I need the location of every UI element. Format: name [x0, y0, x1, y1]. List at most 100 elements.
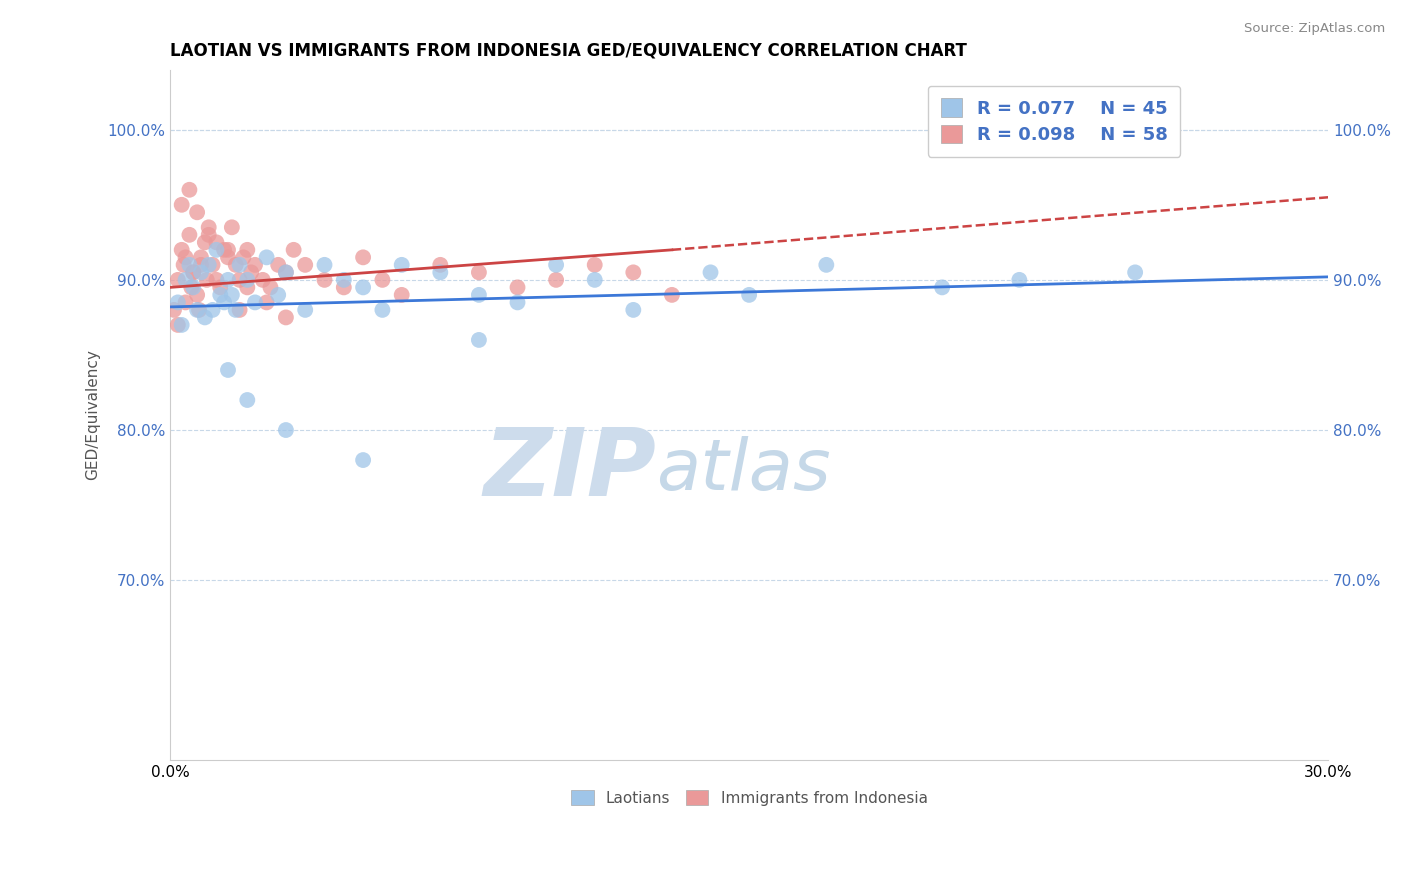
- Point: [621, 302, 644, 317]
- Text: ZIP: ZIP: [484, 425, 657, 516]
- Point: [194, 310, 217, 325]
- Point: [1008, 273, 1031, 287]
- Point: [391, 288, 413, 302]
- Point: [236, 243, 259, 257]
- Point: [228, 273, 250, 287]
- Point: [181, 280, 204, 294]
- Point: [197, 258, 219, 272]
- Point: [212, 243, 235, 257]
- Point: [236, 273, 259, 287]
- Point: [190, 251, 212, 265]
- Point: [228, 302, 250, 317]
- Point: [661, 288, 683, 302]
- Point: [221, 288, 243, 302]
- Point: [186, 302, 208, 317]
- Point: [170, 243, 193, 257]
- Point: [252, 273, 274, 287]
- Point: [179, 258, 201, 272]
- Point: [179, 183, 201, 197]
- Text: atlas: atlas: [657, 436, 831, 505]
- Point: [163, 302, 186, 317]
- Point: [468, 333, 491, 347]
- Point: [180, 280, 202, 294]
- Point: [186, 205, 208, 219]
- Point: [815, 258, 838, 272]
- Point: [738, 288, 761, 302]
- Point: [174, 251, 197, 265]
- Point: [352, 453, 374, 467]
- Point: [1123, 265, 1146, 279]
- Point: [209, 288, 232, 302]
- Point: [240, 265, 263, 279]
- Point: [217, 363, 239, 377]
- Point: [217, 243, 239, 257]
- Text: Source: ZipAtlas.com: Source: ZipAtlas.com: [1244, 22, 1385, 36]
- Point: [371, 302, 394, 317]
- Point: [583, 258, 606, 272]
- Point: [274, 423, 297, 437]
- Point: [506, 295, 529, 310]
- Point: [314, 258, 336, 272]
- Point: [931, 280, 953, 294]
- Point: [236, 392, 259, 407]
- Point: [205, 235, 228, 250]
- Point: [166, 273, 188, 287]
- Point: [267, 258, 290, 272]
- Point: [429, 265, 451, 279]
- Point: [190, 258, 212, 272]
- Point: [259, 280, 281, 294]
- Point: [190, 265, 212, 279]
- Point: [194, 235, 217, 250]
- Point: [294, 302, 316, 317]
- Point: [217, 251, 239, 265]
- Y-axis label: GED/Equivalency: GED/Equivalency: [86, 350, 100, 481]
- Point: [352, 251, 374, 265]
- Point: [621, 265, 644, 279]
- Point: [468, 265, 491, 279]
- Point: [205, 243, 228, 257]
- Point: [201, 302, 224, 317]
- Point: [256, 295, 278, 310]
- Point: [212, 295, 235, 310]
- Point: [371, 273, 394, 287]
- Point: [283, 243, 305, 257]
- Point: [267, 288, 290, 302]
- Point: [166, 318, 188, 332]
- Point: [225, 258, 247, 272]
- Point: [186, 288, 208, 302]
- Point: [173, 258, 195, 272]
- Point: [225, 302, 247, 317]
- Point: [506, 280, 529, 294]
- Point: [181, 265, 204, 279]
- Point: [274, 265, 297, 279]
- Point: [391, 258, 413, 272]
- Point: [181, 265, 204, 279]
- Point: [314, 273, 336, 287]
- Point: [429, 258, 451, 272]
- Point: [179, 227, 201, 242]
- Point: [195, 273, 218, 287]
- Point: [274, 265, 297, 279]
- Point: [243, 258, 266, 272]
- Point: [166, 295, 188, 310]
- Point: [228, 258, 250, 272]
- Point: [546, 258, 568, 272]
- Point: [236, 280, 259, 294]
- Point: [209, 280, 232, 294]
- Point: [217, 273, 239, 287]
- Point: [352, 280, 374, 294]
- Point: [333, 280, 356, 294]
- Point: [583, 273, 606, 287]
- Point: [699, 265, 721, 279]
- Point: [221, 220, 243, 235]
- Point: [546, 273, 568, 287]
- Point: [243, 295, 266, 310]
- Point: [333, 273, 356, 287]
- Point: [201, 258, 224, 272]
- Point: [188, 302, 211, 317]
- Point: [174, 295, 197, 310]
- Legend: Laotians, Immigrants from Indonesia: Laotians, Immigrants from Indonesia: [561, 780, 936, 815]
- Point: [170, 318, 193, 332]
- Point: [205, 273, 228, 287]
- Point: [256, 251, 278, 265]
